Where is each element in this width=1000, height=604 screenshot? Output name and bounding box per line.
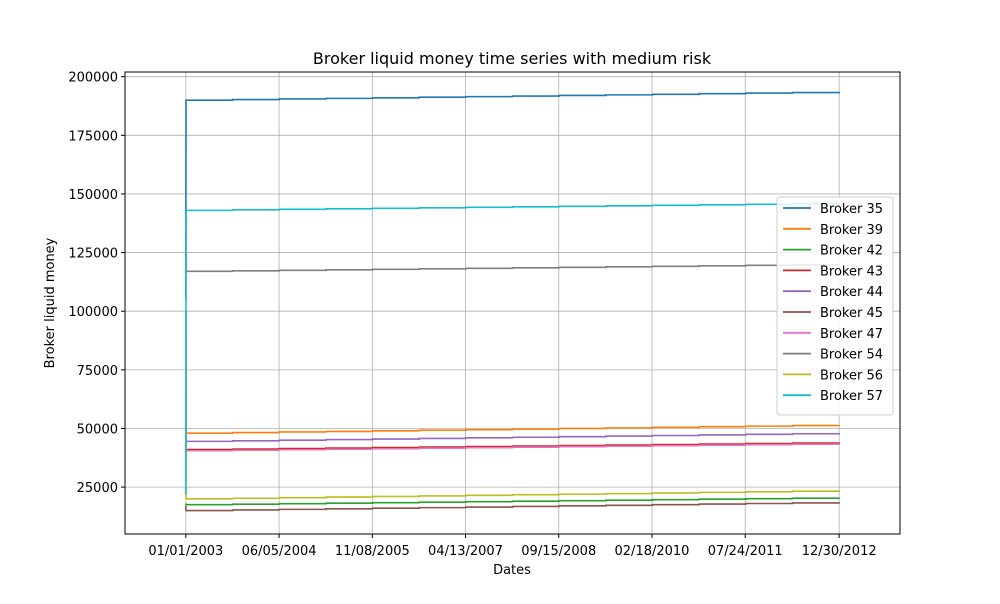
plot-background <box>125 72 900 534</box>
x-tick-label: 04/13/2007 <box>428 544 503 559</box>
series-line-broker-47 <box>185 315 840 452</box>
legend-label: Broker 57 <box>820 389 883 404</box>
series-line-broker-35 <box>185 91 840 300</box>
y-tick-label: 100000 <box>68 305 118 320</box>
x-axis: 01/01/2003 06/05/2004 11/08/2005 04/13/2007… <box>148 534 877 559</box>
y-axis: 25000 50000 75000 100000 125000 150000 175000 2… <box>68 71 125 496</box>
legend-label: Broker 44 <box>820 285 883 300</box>
legend-label: Broker 47 <box>820 327 883 342</box>
series-line-broker-45 <box>185 502 840 512</box>
series-line-broker-56 <box>185 358 840 500</box>
legend-label: Broker 56 <box>820 368 883 383</box>
series-line-broker-57 <box>185 203 840 495</box>
y-tick-label: 175000 <box>68 129 118 144</box>
series-line-broker-54 <box>185 252 840 273</box>
y-tick-label: 125000 <box>68 247 118 262</box>
y-tick-label: 150000 <box>68 188 118 203</box>
series-lines <box>185 91 840 512</box>
x-axis-label: Dates <box>493 563 531 578</box>
y-tick-label: 50000 <box>77 422 118 437</box>
legend-label: Broker 42 <box>820 244 883 259</box>
x-tick-label: 11/08/2005 <box>335 544 410 559</box>
plot-frame <box>124 71 901 535</box>
x-tick-label: 06/05/2004 <box>242 544 317 559</box>
x-tick-label: 12/30/2012 <box>802 544 877 559</box>
y-tick-label: 75000 <box>77 364 118 379</box>
legend-label: Broker 39 <box>820 223 883 238</box>
legend-label: Broker 35 <box>820 202 883 217</box>
legend: Broker 35 Broker 39 Broker 42 Broker 43 Brok… <box>776 196 894 416</box>
legend-label: Broker 43 <box>820 264 883 279</box>
x-tick-label: 02/18/2010 <box>615 544 690 559</box>
legend-box <box>776 196 894 416</box>
y-axis-label: Broker liquid money <box>43 237 58 368</box>
x-tick-label: 01/01/2003 <box>148 544 223 559</box>
legend-label: Broker 45 <box>820 306 883 321</box>
series-line-broker-44 <box>185 329 840 443</box>
y-tick-label: 25000 <box>77 481 118 496</box>
series-line-broker-42 <box>185 497 840 506</box>
legend-label: Broker 54 <box>820 348 883 363</box>
x-tick-label: 07/24/2011 <box>708 544 783 559</box>
plot-area <box>124 71 901 535</box>
series-line-broker-39 <box>185 424 840 488</box>
x-tick-label: 09/15/2008 <box>521 544 596 559</box>
y-tick-label: 200000 <box>68 71 118 86</box>
chart-title: Broker liquid money time series with med… <box>313 49 712 68</box>
